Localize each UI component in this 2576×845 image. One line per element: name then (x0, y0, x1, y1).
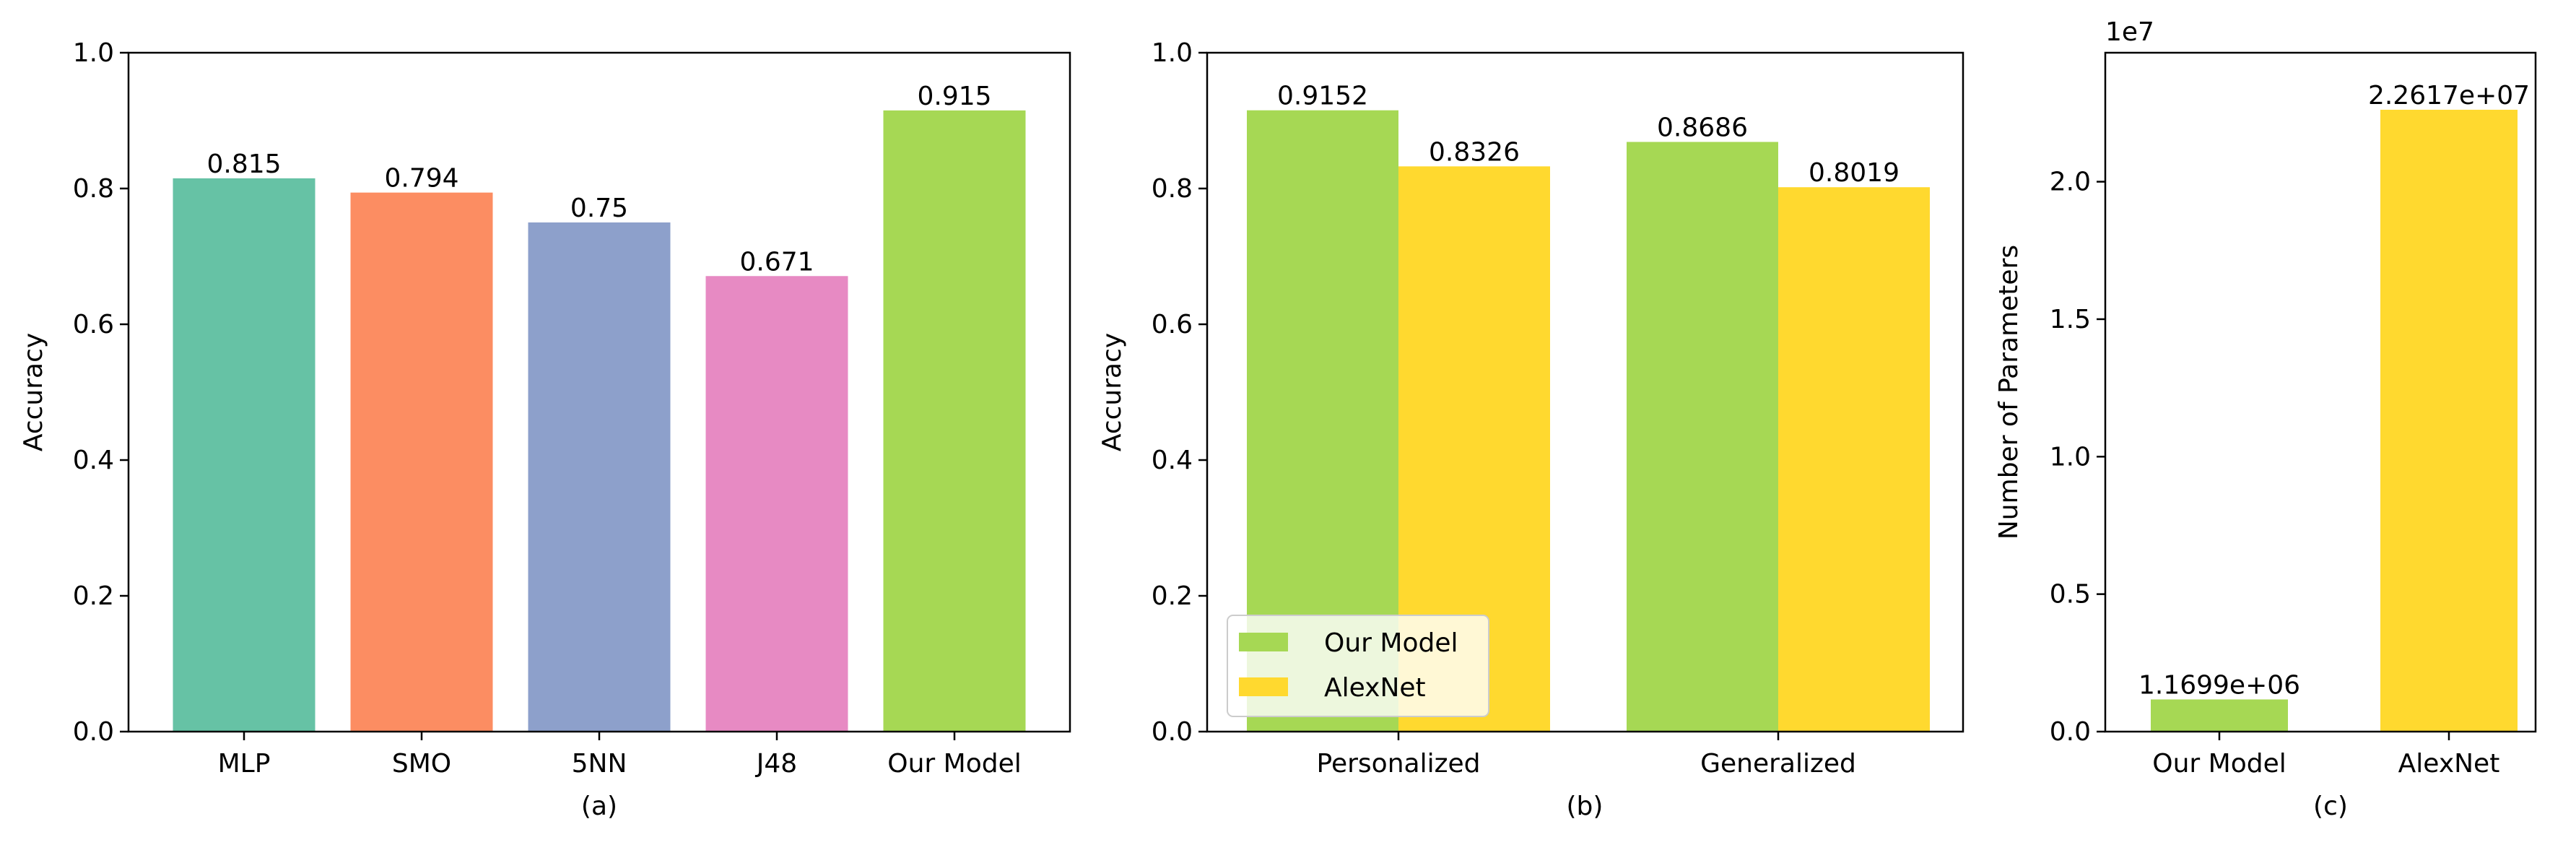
panel-a-accuracy-by-classifier: 0.815 0.794 0.75 0.671 0.915 0.0 0.2 0.4 0.6 0.8… (19, 38, 1071, 821)
panel-c-ytick-label: 0.5 (2050, 580, 2091, 610)
panel-a-xtick-label-j48: J48 (755, 749, 797, 779)
panel-c-y-ticks: 0.0 0.5 1.0 1.5 2.0 (2050, 168, 2105, 747)
panel-b-legend: Our Model AlexNet (1227, 615, 1489, 717)
panel-b-bar-value-generalized-our-model: 0.8686 (1657, 113, 1748, 143)
panel-c-y-axis-label: Number of Parameters (1994, 245, 2024, 540)
panel-a-ytick-label: 1.0 (73, 38, 114, 68)
panel-c-xtick-label-our-model: Our Model (2152, 749, 2286, 779)
panel-c-ytick-label: 0.0 (2050, 717, 2091, 747)
panel-b-bar-generalized-alexnet (1778, 187, 1930, 732)
panel-a-bar-value-smo: 0.794 (384, 164, 458, 194)
panel-c-xtick-label-alexnet: AlexNet (2398, 749, 2500, 779)
panel-c-caption: (c) (2313, 792, 2348, 821)
panel-a-y-ticks: 0.0 0.2 0.4 0.6 0.8 1.0 (73, 38, 129, 747)
panel-b-bar-value-personalized-alexnet: 0.8326 (1429, 137, 1520, 167)
panel-b-y-ticks: 0.0 0.2 0.4 0.6 0.8 1.0 (1152, 38, 1207, 747)
panel-b-ytick-label: 0.6 (1152, 310, 1193, 339)
panel-a-y-axis-label: Accuracy (19, 333, 48, 451)
panel-a-bar-labels: 0.815 0.794 0.75 0.671 0.915 (206, 82, 991, 277)
panel-a-ytick-label: 0.8 (73, 174, 114, 204)
legend-swatch-alexnet (1239, 677, 1288, 696)
panel-a-bar-mlp (173, 178, 316, 732)
panel-c-ytick-label: 1.0 (2050, 442, 2091, 472)
legend-label-alexnet: AlexNet (1324, 673, 1426, 703)
panel-c-x-ticks: Our Model AlexNet (2152, 732, 2499, 779)
panel-b-ytick-label: 0.4 (1152, 446, 1193, 475)
panel-a-xtick-label-smo: SMO (392, 749, 451, 779)
panel-b-xtick-label-personalized: Personalized (1317, 749, 1481, 779)
panel-a-ytick-label: 0.0 (73, 717, 114, 747)
panel-a-bar-smo (350, 192, 493, 732)
panel-b-ytick-label: 0.2 (1152, 581, 1193, 611)
panel-b-y-axis-label: Accuracy (1097, 333, 1127, 451)
panel-a-bar-our-model (883, 110, 1026, 732)
panel-a-ytick-label: 0.6 (73, 310, 114, 339)
panel-b-personalized-vs-generalized: 0.9152 0.8326 0.8686 0.8019 0.0 0.2 0.4 0.6 0.8… (1097, 38, 1964, 821)
panel-a-ytick-label: 0.4 (73, 446, 114, 475)
panel-c-bars (2151, 109, 2518, 732)
panel-a-xtick-label-mlp: MLP (218, 749, 271, 779)
panel-a-xtick-label-our-model: Our Model (887, 749, 1021, 779)
panel-b-bar-generalized-our-model (1627, 142, 1778, 732)
panel-a-bar-value-j48: 0.671 (739, 247, 814, 277)
panel-b-x-ticks: Personalized Generalized (1317, 732, 1856, 779)
panel-a-ytick-label: 0.2 (73, 581, 114, 611)
panel-b-bar-value-personalized-our-model: 0.9152 (1277, 82, 1368, 111)
panel-c-bar-value-our-model: 1.1699e+06 (2138, 670, 2300, 700)
panel-c-bar-labels: 1.1699e+06 2.2617e+07 (2138, 81, 2530, 701)
panel-c-bar-our-model (2151, 699, 2288, 732)
panel-b-bar-value-generalized-alexnet: 0.8019 (1809, 158, 1900, 188)
panel-a-bar-value-5nn: 0.75 (570, 194, 628, 223)
panel-c-bar-value-alexnet: 2.2617e+07 (2368, 81, 2530, 110)
panel-b-ytick-label: 1.0 (1152, 38, 1193, 68)
panel-b-bar-labels: 0.9152 0.8326 0.8686 0.8019 (1277, 82, 1900, 188)
panel-a-bar-value-our-model: 0.915 (917, 82, 991, 111)
panel-a-bars (173, 110, 1026, 732)
panel-a-bar-value-mlp: 0.815 (206, 150, 281, 179)
panel-a-bar-j48 (705, 276, 848, 732)
panel-c-ytick-label: 2.0 (2050, 168, 2091, 197)
panel-b-caption: (b) (1567, 792, 1604, 821)
legend-label-our-model: Our Model (1324, 628, 1458, 658)
panel-a-caption: (a) (581, 792, 617, 821)
panel-a-xtick-label-5nn: 5NN (572, 749, 627, 779)
legend-frame (1227, 615, 1489, 717)
panel-c-ytick-label: 1.5 (2050, 305, 2091, 334)
panel-a-x-ticks: MLP SMO 5NN J48 Our Model (218, 732, 1022, 779)
legend-swatch-our-model (1239, 633, 1288, 651)
panel-a-bar-5nn (528, 222, 671, 732)
panel-b-ytick-label: 0.8 (1152, 174, 1193, 204)
panel-b-ytick-label: 0.0 (1152, 717, 1193, 747)
panel-c-bar-alexnet (2380, 109, 2518, 732)
panel-c-scale-label: 1e7 (2105, 17, 2154, 47)
panel-b-axes-frame (1206, 51, 1964, 733)
panel-b-xtick-label-generalized: Generalized (1700, 749, 1856, 779)
panel-c-axes-frame (2104, 51, 2537, 733)
panel-c-number-of-parameters: 1.1699e+06 2.2617e+07 0.0 0.5 1.0 1.5 2.0 Our… (1994, 17, 2537, 821)
